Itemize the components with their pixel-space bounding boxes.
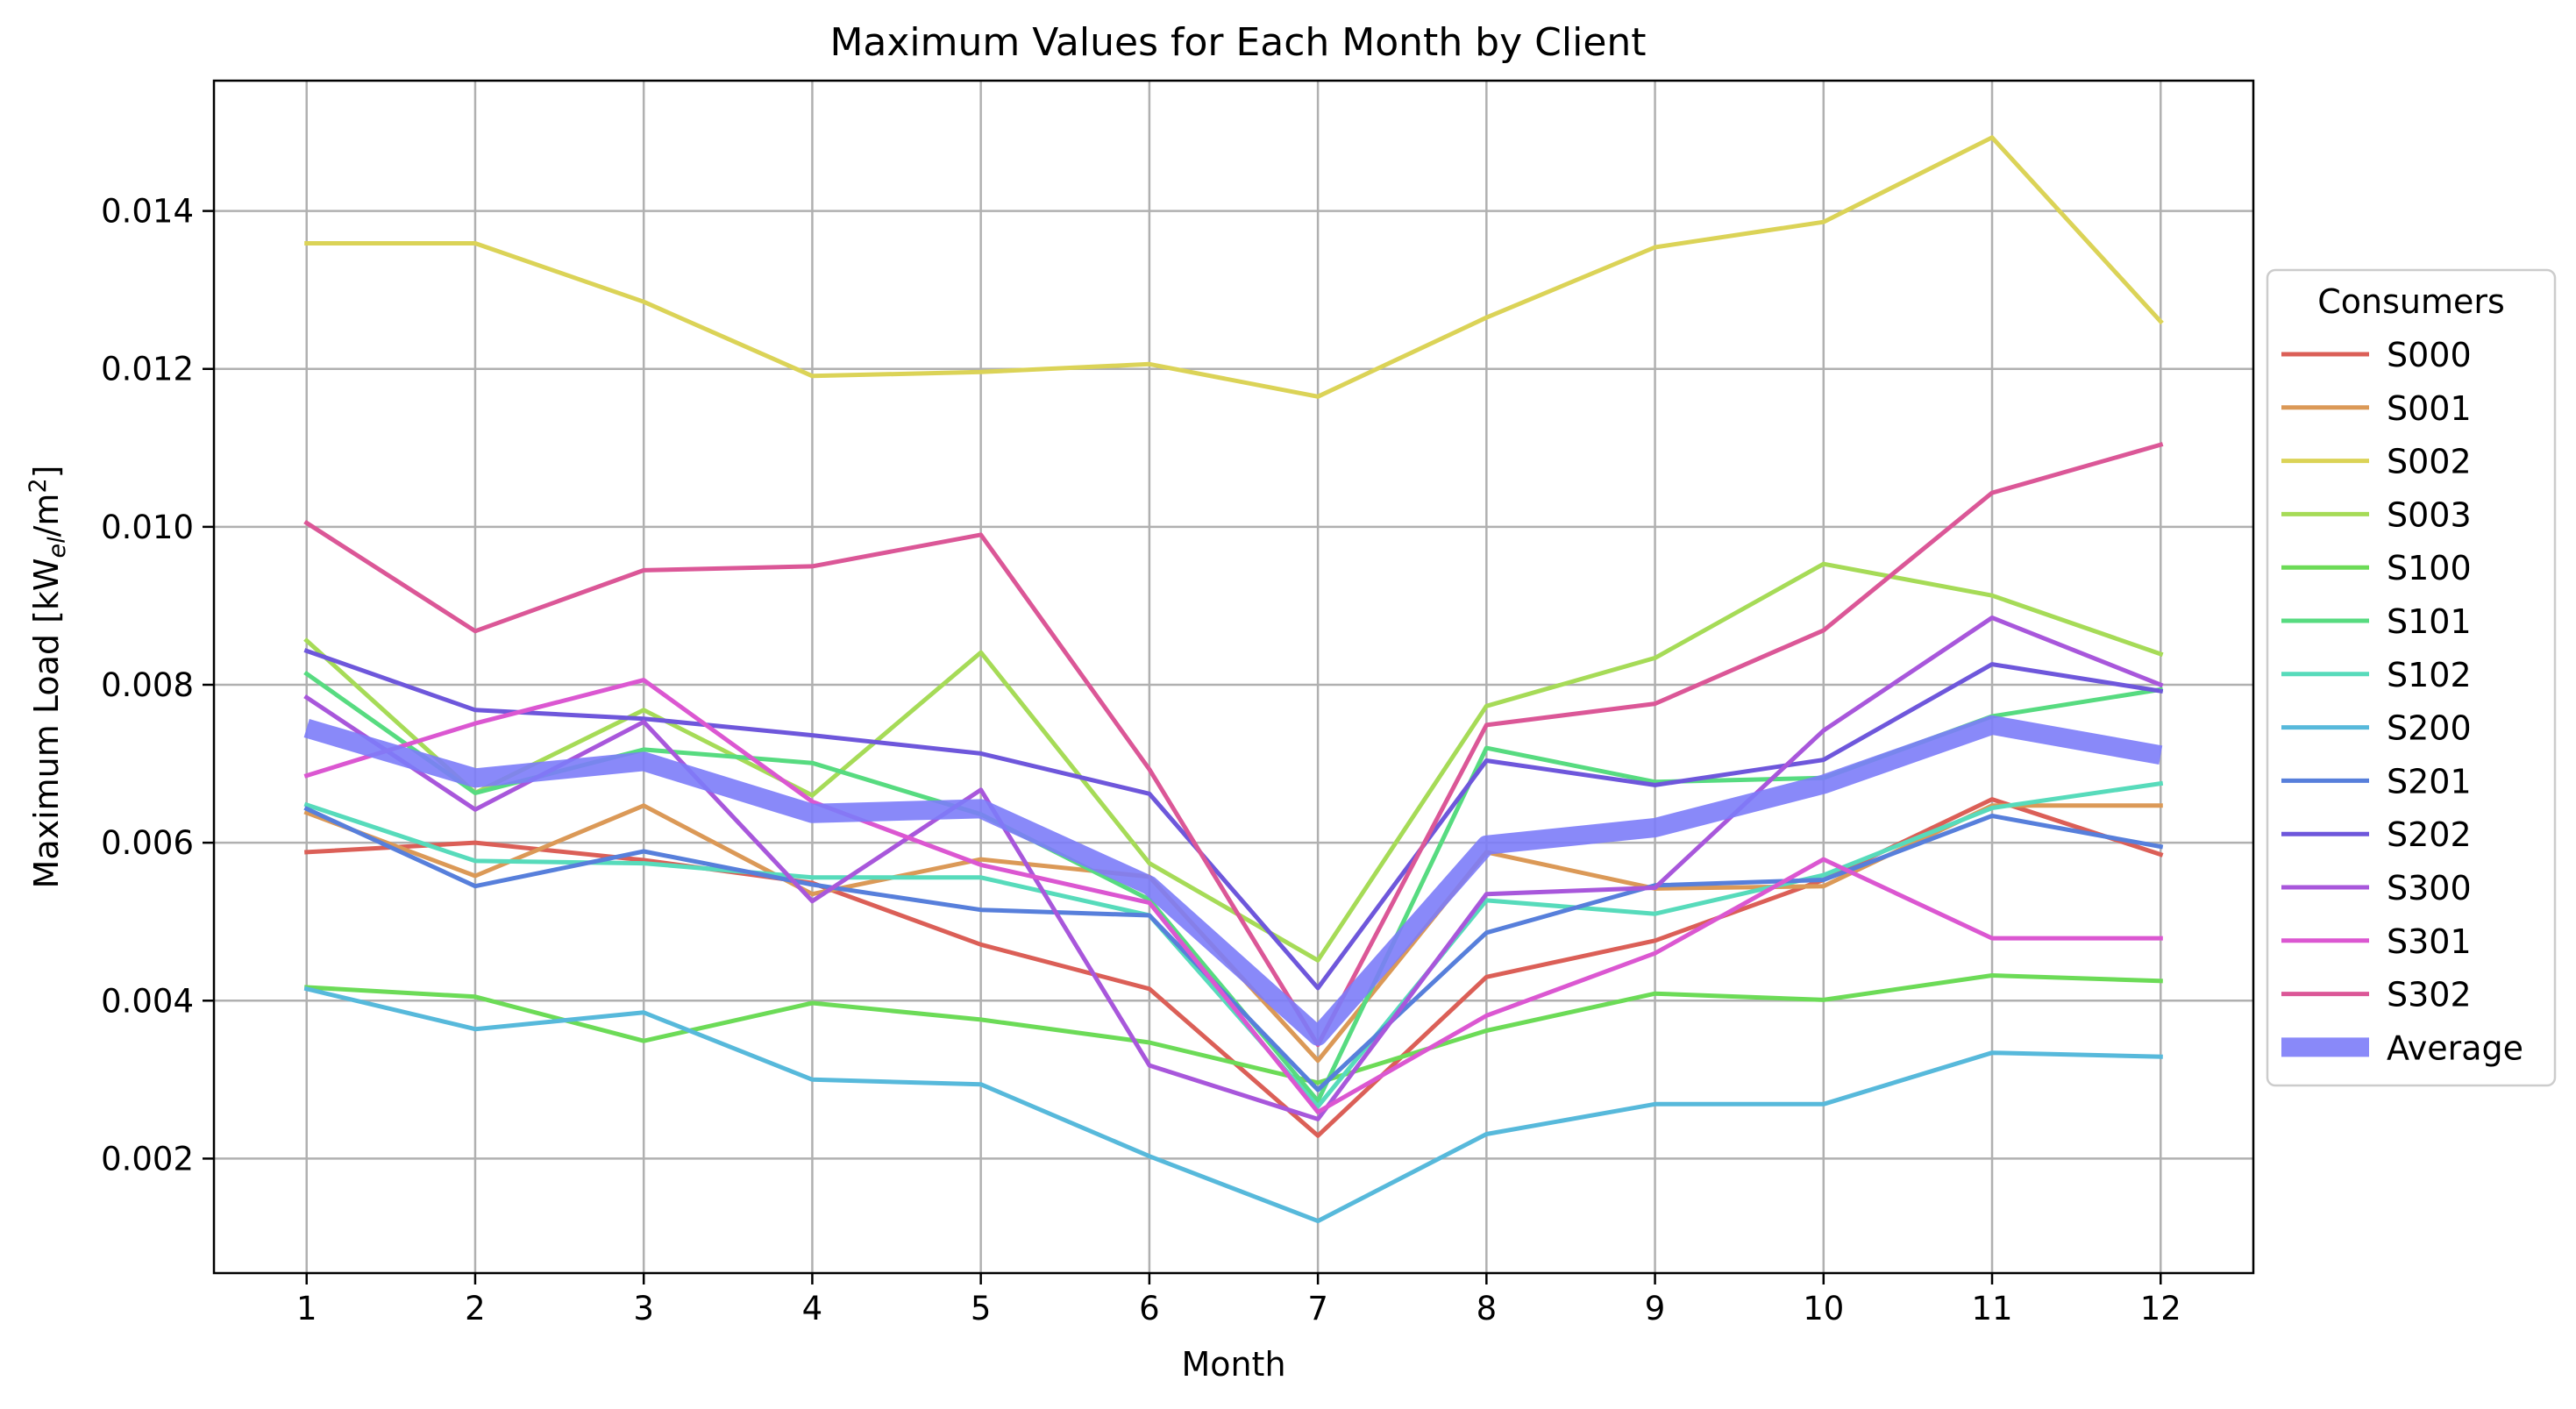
legend-label-s300: S300 — [2387, 869, 2472, 907]
x-tick-label: 11 — [1971, 1290, 2012, 1327]
series-line-s201 — [303, 806, 2164, 1092]
legend-box — [2266, 268, 2557, 1087]
legend-label-s001: S001 — [2387, 389, 2472, 428]
x-tick-label: 3 — [633, 1290, 654, 1327]
series-line-s002 — [304, 135, 2164, 399]
series-line-s003 — [303, 561, 2164, 963]
legend-label-s102: S102 — [2387, 656, 2472, 694]
series-lines — [303, 135, 2164, 1224]
legend-label-s201: S201 — [2387, 762, 2472, 801]
plot-area-frame — [212, 79, 2255, 1275]
legend-label-s003: S003 — [2387, 495, 2472, 534]
x-tick-label: 5 — [971, 1290, 992, 1327]
y-tick-label: 0.010 — [101, 509, 194, 546]
series-line-s200 — [303, 986, 2163, 1224]
legend-label-s200: S200 — [2387, 709, 2472, 748]
legend-label-s002: S002 — [2387, 443, 2472, 481]
series-line-s302 — [303, 442, 2164, 1048]
y-tick-label: 0.002 — [101, 1140, 194, 1178]
y-axis-label-mid: /m — [27, 494, 66, 537]
legend-label-s101: S101 — [2387, 602, 2472, 641]
legend-label-s100: S100 — [2387, 549, 2472, 587]
y-axis-label: Maximum Load [kWel/m2] — [25, 466, 71, 889]
x-tick-label: 7 — [1307, 1290, 1328, 1327]
series-line-s300 — [303, 616, 2164, 1121]
y-axis-ticks: 0.002 0.004 0.006 0.008 0.010 0.012 0.014 — [101, 193, 214, 1178]
legend-items: S000 S001 S002 S003 S100 S101 S102 S200 S201 S202… — [2281, 336, 2523, 1067]
x-tick-label: 9 — [1645, 1290, 1666, 1327]
x-tick-label: 4 — [802, 1290, 823, 1327]
y-axis-label-subscript: el — [44, 537, 71, 559]
series-line-s102 — [303, 780, 2164, 1109]
x-axis-label: Month — [1181, 1345, 1285, 1384]
series-line-s301 — [303, 678, 2163, 1114]
y-tick-label: 0.012 — [101, 351, 194, 388]
x-tick-label: 8 — [1477, 1290, 1498, 1327]
series-line-s202 — [303, 648, 2164, 991]
x-axis-ticks: 1 2 3 4 5 6 7 8 9 10 11 12 — [296, 1273, 2181, 1327]
legend-label-s302: S302 — [2387, 976, 2472, 1014]
y-tick-label: 0.014 — [101, 193, 194, 231]
y-axis-label-main: Maximum Load [kW — [27, 559, 66, 889]
legend-label-s000: S000 — [2387, 336, 2472, 374]
legend-title: Consumers — [2317, 282, 2505, 321]
y-tick-label: 0.008 — [101, 666, 194, 704]
legend-label-s202: S202 — [2387, 815, 2472, 854]
series-line-s100 — [304, 973, 2163, 1085]
legend: Consumers S000 S001 S002 S003 S100 S101 S102 S2… — [2266, 268, 2557, 1087]
x-tick-label: 10 — [1803, 1290, 1844, 1327]
y-tick-label: 0.004 — [101, 982, 194, 1020]
y-axis-label-superscript: 2 — [25, 478, 52, 493]
y-tick-label: 0.006 — [101, 824, 194, 862]
x-tick-label: 6 — [1139, 1290, 1160, 1327]
y-axis-label-end: ] — [27, 466, 66, 479]
x-tick-label: 12 — [2140, 1290, 2181, 1327]
chart-title: Maximum Values for Each Month by Client — [829, 20, 1646, 65]
legend-label-average: Average — [2387, 1028, 2523, 1067]
x-tick-label: 1 — [296, 1290, 317, 1327]
legend-label-s301: S301 — [2387, 922, 2472, 961]
x-tick-label: 2 — [465, 1290, 486, 1327]
series-line-average — [303, 715, 2163, 1046]
